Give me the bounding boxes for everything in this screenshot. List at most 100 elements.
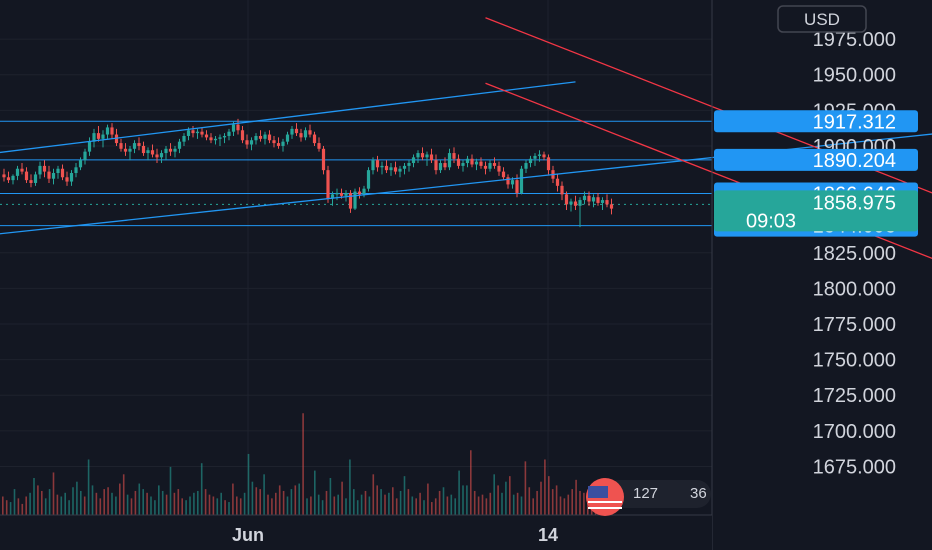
candle-body	[132, 143, 137, 149]
candle-body	[74, 167, 78, 174]
candle-body	[362, 188, 366, 195]
volume-bar	[255, 487, 258, 515]
candle-body	[564, 194, 569, 205]
candle-body	[245, 140, 249, 145]
volume-bar	[25, 496, 27, 515]
candle-body	[429, 154, 434, 161]
volume-bar	[251, 481, 254, 515]
candle-body	[528, 158, 533, 164]
candle-body	[407, 163, 411, 166]
candle-body	[434, 160, 438, 171]
badge-frame	[605, 480, 711, 508]
candle-body	[371, 160, 375, 171]
candle-body	[560, 185, 564, 195]
candle-body	[578, 200, 582, 206]
candle-body	[470, 158, 474, 165]
candle-body	[60, 168, 65, 178]
volume-bar	[130, 498, 133, 515]
volume-bar	[372, 474, 375, 515]
candle-body	[596, 197, 600, 203]
volume-bar	[399, 490, 402, 515]
volume-bar	[99, 498, 102, 515]
candle-body	[456, 158, 461, 166]
candle-body	[348, 192, 353, 209]
candle-body	[119, 143, 123, 149]
candle-body	[177, 141, 182, 149]
volume-bar	[583, 492, 585, 515]
time-axis-background	[0, 515, 712, 550]
volume-bar	[349, 459, 351, 515]
candle-body	[186, 130, 191, 136]
candle-body	[2, 174, 6, 178]
candle-body	[452, 153, 456, 159]
volume-bar	[33, 478, 35, 515]
volume-bar	[177, 489, 180, 515]
volume-bar	[434, 498, 437, 515]
grid	[0, 0, 712, 515]
flag-stripes	[588, 501, 622, 509]
volume-bar	[150, 496, 152, 515]
volume-bar	[243, 492, 246, 515]
candle-body	[137, 143, 141, 146]
volume-bar	[278, 485, 281, 515]
volume-bar	[103, 489, 105, 515]
volume-bar	[516, 492, 519, 515]
volume-bar	[548, 476, 550, 515]
candle-body	[47, 171, 51, 179]
time-axis[interactable]: Jun 14	[0, 514, 712, 550]
candle-body	[330, 194, 335, 199]
currency-button[interactable]: USD	[777, 5, 867, 33]
volume-bar	[450, 494, 453, 515]
candle-body	[69, 173, 74, 182]
candle-body	[285, 134, 290, 142]
candle-body	[294, 128, 299, 134]
volume-bar	[181, 498, 183, 515]
volume-bar	[442, 487, 445, 515]
volume-bar	[95, 492, 98, 515]
price-axis-label: 1750.000	[813, 350, 896, 372]
flag-badge[interactable]: 127 36	[586, 478, 711, 516]
candlesticks	[2, 118, 614, 228]
volume-bar	[271, 498, 273, 515]
candle-body	[56, 168, 60, 174]
volume-bar	[224, 500, 226, 515]
volume-bar	[536, 490, 538, 515]
volume-bar	[294, 485, 297, 515]
price-axis-label: 1675.000	[813, 456, 896, 478]
volume-bar	[83, 496, 86, 515]
trendline-red	[485, 17, 932, 194]
volume-bar	[185, 500, 187, 515]
price-axis-label: 1975.000	[813, 29, 896, 51]
volume-bar	[37, 485, 39, 515]
volume-bar	[5, 500, 8, 515]
candle-body	[483, 165, 488, 169]
volume-bar	[419, 492, 421, 515]
candle-body	[33, 174, 38, 183]
volume-bar	[384, 494, 386, 515]
price-tag-label: 1890.204	[813, 150, 896, 172]
volume-bar	[138, 483, 141, 515]
price-axis-label: 1775.000	[813, 314, 896, 336]
volume-bar	[551, 489, 554, 515]
volume-bar	[72, 487, 74, 515]
flag-canton	[588, 486, 608, 498]
candle-body	[258, 135, 263, 139]
candle-body	[101, 134, 105, 139]
volume-bar	[403, 476, 406, 515]
volume-bar	[119, 483, 121, 515]
volume-bar	[302, 413, 304, 515]
volume-bar	[356, 500, 359, 515]
volume-bar	[407, 489, 410, 515]
badge-suffix: 36	[690, 485, 707, 502]
candle-body	[276, 143, 281, 146]
trendline-blue	[0, 81, 576, 154]
candle-body	[150, 150, 155, 155]
candle-body	[380, 165, 384, 168]
price-axis-label: 1825.000	[813, 243, 896, 265]
candle-body	[128, 148, 132, 152]
volume-bar	[282, 490, 285, 515]
volume-bar	[197, 490, 199, 515]
volume-bar	[107, 487, 109, 515]
volume-bar	[438, 490, 441, 515]
